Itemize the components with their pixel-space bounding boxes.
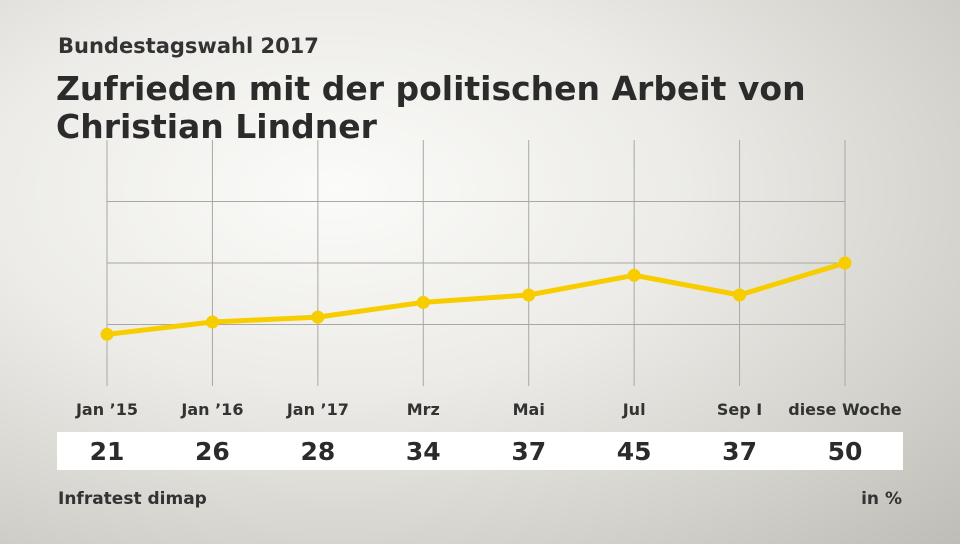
data-label: 34 [406, 437, 441, 466]
data-point [416, 295, 430, 309]
chart-series [100, 256, 852, 341]
x-axis-labels: Jan ’15 Jan ’16 Jan ’17 Mrz Mai Jul Sep I diese… [75, 400, 902, 419]
value-row-background [57, 432, 903, 470]
data-point [522, 288, 536, 302]
x-tick-label: Jan ’15 [75, 400, 138, 419]
x-tick-label: Jul [622, 400, 646, 419]
data-label: 28 [300, 437, 335, 466]
series-line [104, 260, 848, 337]
data-label: 45 [617, 437, 652, 466]
x-tick-label: Sep I [717, 400, 762, 419]
chart-grid [106, 140, 846, 386]
data-point [627, 268, 641, 282]
data-label: 26 [195, 437, 230, 466]
x-tick-label: Jan ’17 [286, 400, 349, 419]
data-label: 50 [828, 437, 863, 466]
data-point [100, 327, 114, 341]
data-point [733, 288, 747, 302]
x-tick-label: Jan ’16 [180, 400, 243, 419]
chart-subtitle: Bundestagswahl 2017 [58, 34, 319, 58]
value-labels: 21 26 28 34 37 45 37 50 [90, 437, 863, 466]
data-label: 37 [511, 437, 546, 466]
data-point [838, 256, 852, 270]
x-tick-label: diese Woche [788, 400, 902, 419]
data-point [311, 310, 325, 324]
data-point [205, 315, 219, 329]
x-tick-label: Mrz [407, 400, 440, 419]
x-tick-label: Mai [513, 400, 545, 419]
unit-label: in % [861, 489, 902, 509]
chart-title: Zufrieden mit der politischen Arbeit von… [56, 69, 806, 146]
source-label: Infratest dimap [58, 489, 207, 509]
data-label: 21 [90, 437, 125, 466]
data-label: 37 [722, 437, 757, 466]
